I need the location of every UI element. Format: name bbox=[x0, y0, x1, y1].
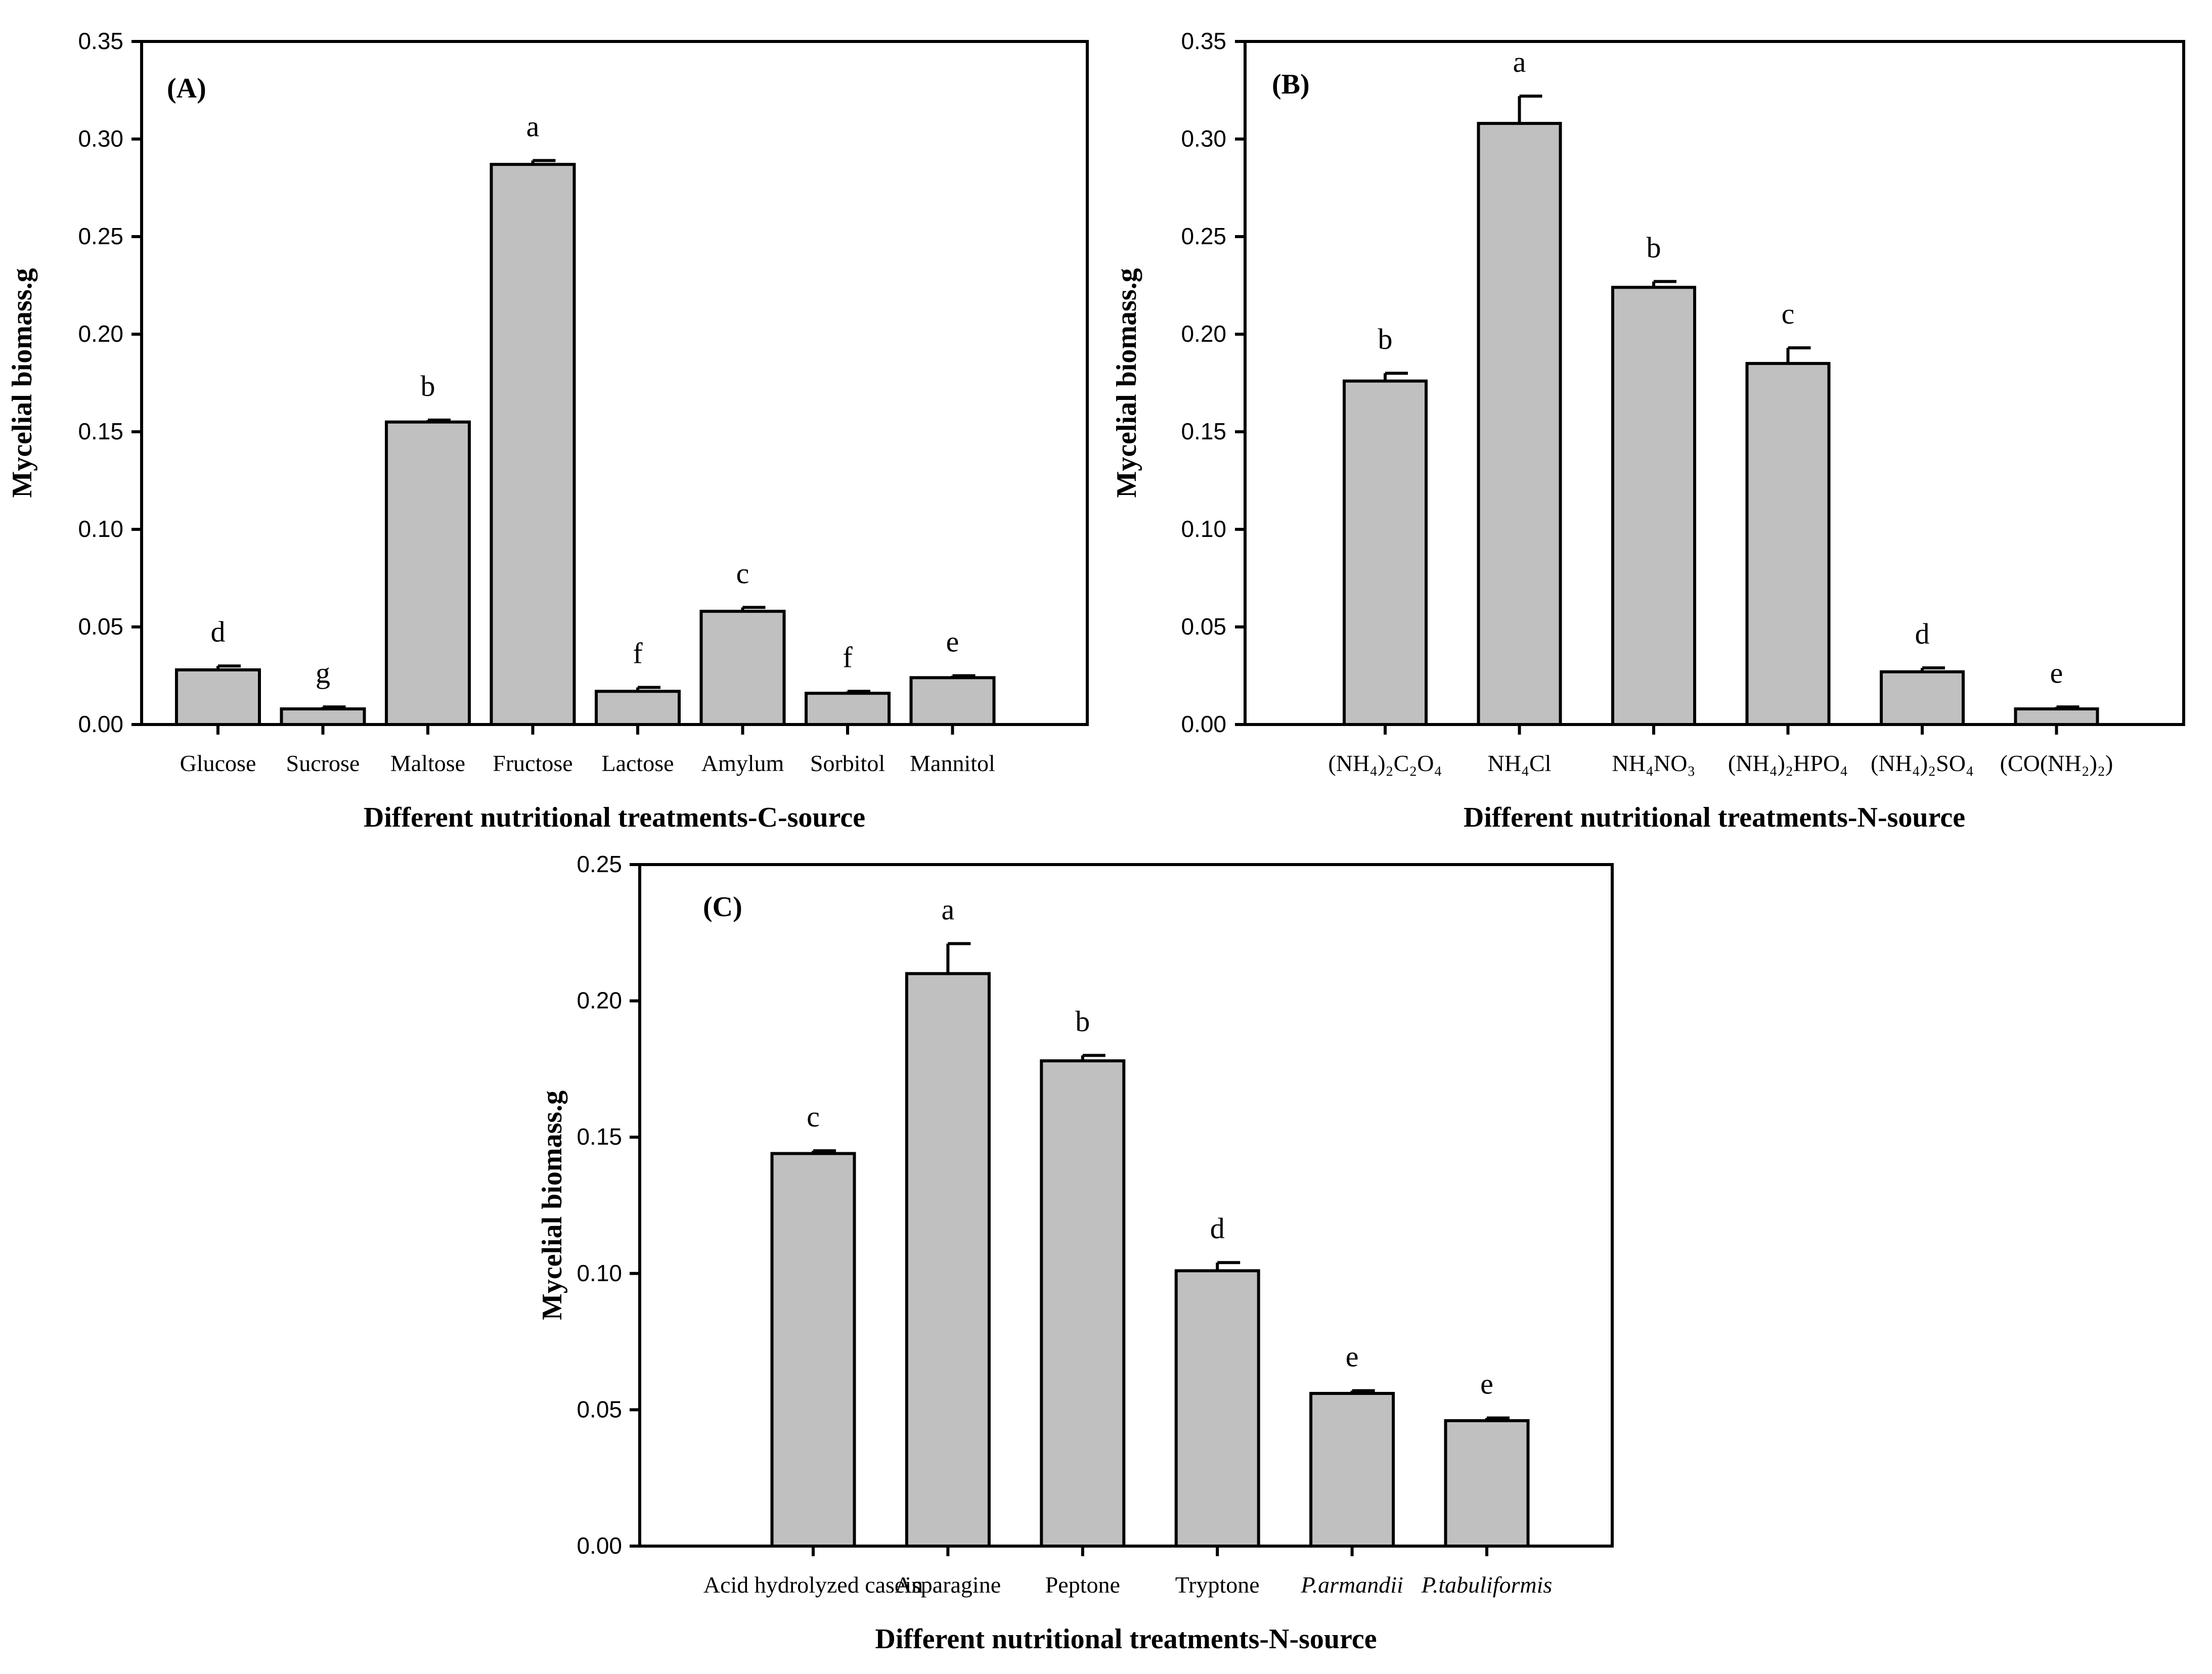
y-tick-label: 0.20 bbox=[78, 321, 123, 347]
significance-letter: d bbox=[211, 615, 226, 648]
bar bbox=[1880, 670, 1965, 727]
significance-letter: a bbox=[1513, 46, 1526, 78]
y-tick-label: 0.00 bbox=[577, 1532, 622, 1559]
y-tick-label: 0.05 bbox=[577, 1396, 622, 1422]
category-label: (NH₄)₂HPO₄ bbox=[1728, 750, 1848, 776]
category-label: Sucrose bbox=[286, 750, 360, 776]
bar bbox=[385, 420, 471, 726]
y-axis-title: Mycelial biomass.g bbox=[7, 268, 38, 497]
category-label: Peptone bbox=[1045, 1572, 1120, 1598]
bar bbox=[1745, 361, 1831, 726]
category-label: Asparagine bbox=[895, 1572, 1001, 1598]
category-label: Lactose bbox=[601, 750, 674, 776]
x-axis-title: Different nutritional treatments-N-sourc… bbox=[875, 1623, 1377, 1655]
y-tick-label: 0.00 bbox=[78, 711, 123, 737]
y-tick-label: 0.15 bbox=[1181, 418, 1226, 444]
significance-letter: e bbox=[1480, 1368, 1493, 1400]
category-label: Amylum bbox=[701, 750, 784, 776]
significance-letter: e bbox=[2050, 656, 2063, 689]
panel-a: 0.00 0.05 0.10 0.15 0.20 0.25 0.30 0.35 d Glucose… bbox=[7, 28, 1089, 833]
category-label: (CO(NH₂)₂) bbox=[2000, 750, 2113, 776]
bar bbox=[1309, 1392, 1395, 1548]
y-tick-label: 0.10 bbox=[78, 516, 123, 542]
bar bbox=[770, 1152, 856, 1548]
plot-frame bbox=[1244, 40, 2185, 726]
panel-label: (B) bbox=[1272, 69, 1310, 100]
panel-b: 0.00 0.05 0.10 0.15 0.20 0.25 0.30 0.35 b (NH₄)₂C… bbox=[1111, 28, 2185, 833]
significance-letter: f bbox=[633, 637, 643, 670]
x-axis-title: Different nutritional treatments-C-sourc… bbox=[364, 802, 865, 833]
bar bbox=[805, 692, 891, 726]
y-tick-label: 0.05 bbox=[78, 613, 123, 640]
bar bbox=[1444, 1419, 1530, 1548]
bar bbox=[595, 690, 681, 727]
significance-letter: c bbox=[736, 557, 749, 590]
bar bbox=[1477, 122, 1562, 726]
y-tick-label: 0.10 bbox=[1181, 516, 1226, 542]
y-tick-label: 0.20 bbox=[577, 987, 622, 1014]
bar bbox=[699, 610, 786, 726]
category-label: (NH₄)₂C₂O₄ bbox=[1328, 750, 1442, 776]
y-tick-label: 0.05 bbox=[1181, 613, 1226, 640]
y-axis-title: Mycelial biomass.g bbox=[1111, 268, 1142, 497]
significance-letter: c bbox=[1782, 297, 1795, 330]
y-tick-label: 0.10 bbox=[577, 1260, 622, 1286]
significance-letter: b bbox=[1075, 1005, 1090, 1037]
category-label: Maltose bbox=[390, 750, 465, 776]
category-label: Tryptone bbox=[1175, 1572, 1260, 1598]
bar bbox=[1174, 1269, 1260, 1548]
significance-letter: f bbox=[843, 641, 853, 673]
y-tick-label: 0.00 bbox=[1181, 711, 1226, 737]
significance-letter: b bbox=[421, 370, 435, 402]
y-tick-label: 0.35 bbox=[1181, 28, 1226, 54]
panel-label: (C) bbox=[703, 891, 742, 923]
plot-frame bbox=[140, 40, 1089, 726]
category-label: Sorbitol bbox=[810, 750, 885, 776]
bar bbox=[175, 668, 261, 727]
bar bbox=[1611, 286, 1696, 726]
significance-letter: d bbox=[1915, 617, 1930, 650]
significance-letter: b bbox=[1647, 231, 1661, 264]
category-label: NH₄NO₃ bbox=[1612, 750, 1696, 776]
category-label: P.armandii bbox=[1300, 1572, 1403, 1598]
y-axis-title: Mycelial biomass.g bbox=[537, 1091, 568, 1320]
significance-letter: a bbox=[942, 893, 955, 926]
category-label: Mannitol bbox=[910, 750, 995, 776]
panel-label: (A) bbox=[167, 73, 206, 104]
y-tick-label: 0.25 bbox=[577, 851, 622, 877]
significance-letter: b bbox=[1378, 323, 1393, 355]
bar bbox=[280, 707, 366, 726]
bar bbox=[1343, 379, 1428, 726]
category-label: (NH₄)₂SO₄ bbox=[1871, 750, 1974, 776]
y-tick-label: 0.25 bbox=[1181, 223, 1226, 249]
bar bbox=[905, 972, 991, 1548]
y-tick-label: 0.35 bbox=[78, 28, 123, 54]
y-tick-label: 0.25 bbox=[78, 223, 123, 249]
bar bbox=[2014, 707, 2099, 726]
significance-letter: g bbox=[316, 656, 330, 689]
significance-letter: d bbox=[1210, 1212, 1225, 1245]
category-label: Fructose bbox=[493, 750, 572, 776]
significance-letter: e bbox=[1346, 1340, 1359, 1373]
significance-letter: e bbox=[946, 625, 959, 658]
bar bbox=[909, 676, 996, 726]
y-tick-label: 0.30 bbox=[1181, 125, 1226, 152]
y-tick-label: 0.15 bbox=[577, 1123, 622, 1150]
y-tick-label: 0.15 bbox=[78, 418, 123, 444]
plot-frame bbox=[638, 863, 1614, 1548]
category-label: Acid hydrolyzed casein bbox=[703, 1572, 923, 1598]
significance-letter: a bbox=[526, 110, 540, 143]
category-label: P.tabuliformis bbox=[1421, 1572, 1553, 1598]
y-tick-label: 0.30 bbox=[78, 125, 123, 152]
bar bbox=[490, 163, 576, 726]
y-tick-label: 0.20 bbox=[1181, 321, 1226, 347]
panel-c: 0.00 0.05 0.10 0.15 0.20 0.25 c Acid hydrolyzed… bbox=[537, 851, 1614, 1655]
x-axis-title: Different nutritional treatments-N-sourc… bbox=[1464, 802, 1965, 833]
category-label: Glucose bbox=[180, 750, 256, 776]
significance-letter: c bbox=[807, 1100, 820, 1133]
category-label: NH₄Cl bbox=[1488, 750, 1552, 776]
bar bbox=[1040, 1059, 1126, 1548]
